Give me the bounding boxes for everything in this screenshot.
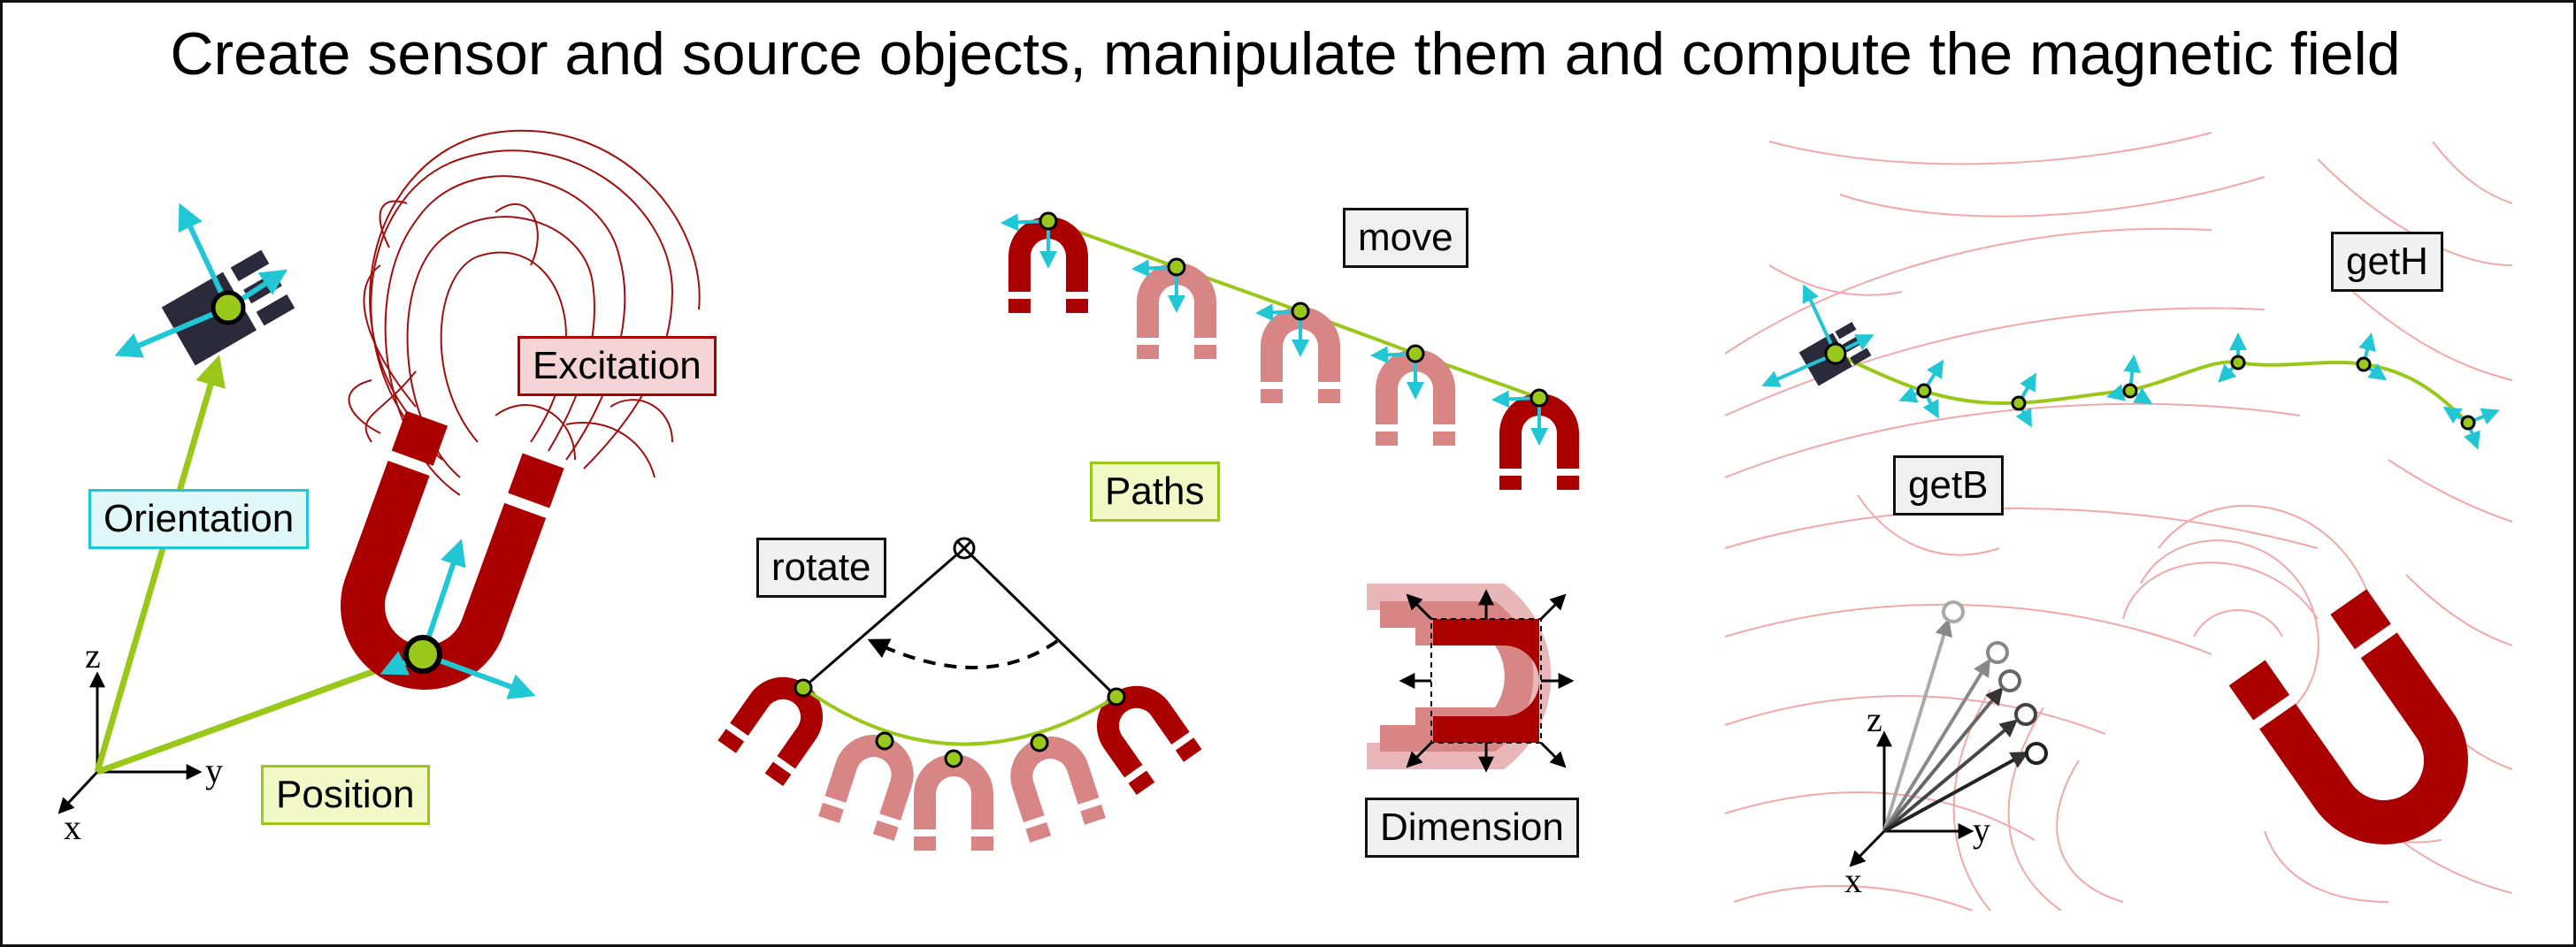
magnet-origin (403, 635, 442, 674)
right-axes (1849, 730, 1974, 867)
label-getH: getH (2331, 232, 2443, 292)
axis-x-left: x (64, 807, 81, 847)
field-vectors (1882, 618, 2029, 833)
label-excitation: Excitation (518, 336, 717, 396)
rotate-magnet-4 (1000, 726, 1106, 843)
rotate-magnet-3 (914, 754, 993, 851)
rotate-magnet-5 (1081, 670, 1202, 796)
move-path-points (1039, 211, 1549, 408)
dimension-magnet (1367, 584, 1575, 773)
field-vector-tips (1942, 600, 2048, 765)
rotate-path-line (801, 686, 1118, 746)
orientation-vector (94, 355, 226, 773)
sensor-path-points (1824, 342, 2476, 431)
label-getB: getB (1893, 455, 2004, 516)
label-dimension: Dimension (1365, 798, 1579, 858)
axis-z-left: z (85, 636, 101, 676)
label-move: move (1343, 208, 1468, 268)
middle-panel (717, 211, 1579, 851)
axis-z-right: z (1867, 699, 1882, 739)
label-rotate: rotate (756, 538, 886, 598)
rotate-construction (802, 537, 1118, 699)
figure-title: Create sensor and source objects, manipu… (170, 20, 2401, 88)
rotate-magnet-1 (717, 661, 839, 787)
rotate-magnet-2 (818, 724, 924, 841)
left-panel (58, 130, 701, 814)
source-magnet-main (341, 410, 564, 690)
label-position: Position (261, 765, 430, 825)
coordinate-axes (58, 671, 203, 814)
axis-x-right: x (1844, 860, 1862, 900)
sensor-origin (211, 290, 246, 325)
axis-y-right: y (1973, 810, 1990, 850)
label-orientation: Orientation (88, 489, 310, 549)
rotate-path-points (794, 678, 1126, 768)
source-magnet-right (2228, 589, 2468, 844)
axis-y-left: y (205, 751, 223, 790)
position-vector (96, 650, 422, 775)
label-paths: Paths (1090, 462, 1220, 522)
